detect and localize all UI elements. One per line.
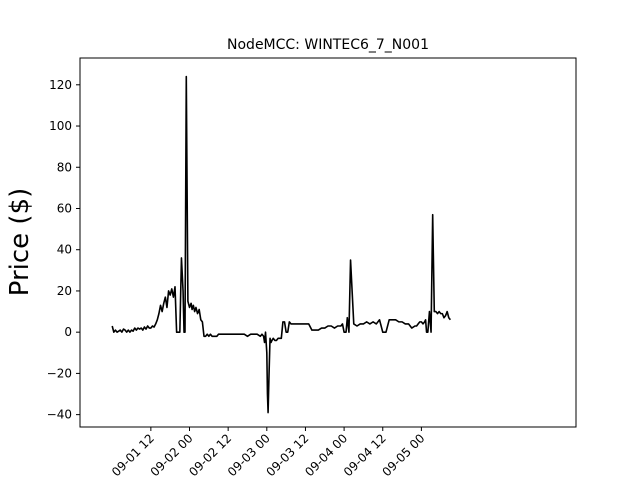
y-tick-label: 40 [57,243,72,257]
y-tick-label: 20 [57,284,72,298]
y-tick-label: 100 [49,119,72,133]
y-tick-label: 80 [57,160,72,174]
y-tick-label: 0 [64,325,72,339]
x-tick-label: 09-05 00 [379,431,427,479]
y-tick-label: 60 [57,201,72,215]
y-axis-label: Price ($) [5,188,35,297]
plot-area [79,57,577,428]
y-ticks: −40 −20 0 20 40 60 80 100 120 [47,78,80,422]
y-tick-label: −40 [47,408,72,422]
chart-title: NodeMCC: WINTEC6_7_N001 [227,37,429,53]
series-line [111,75,452,414]
y-tick-label: −20 [47,366,72,380]
y-tick-label: 120 [49,78,72,92]
